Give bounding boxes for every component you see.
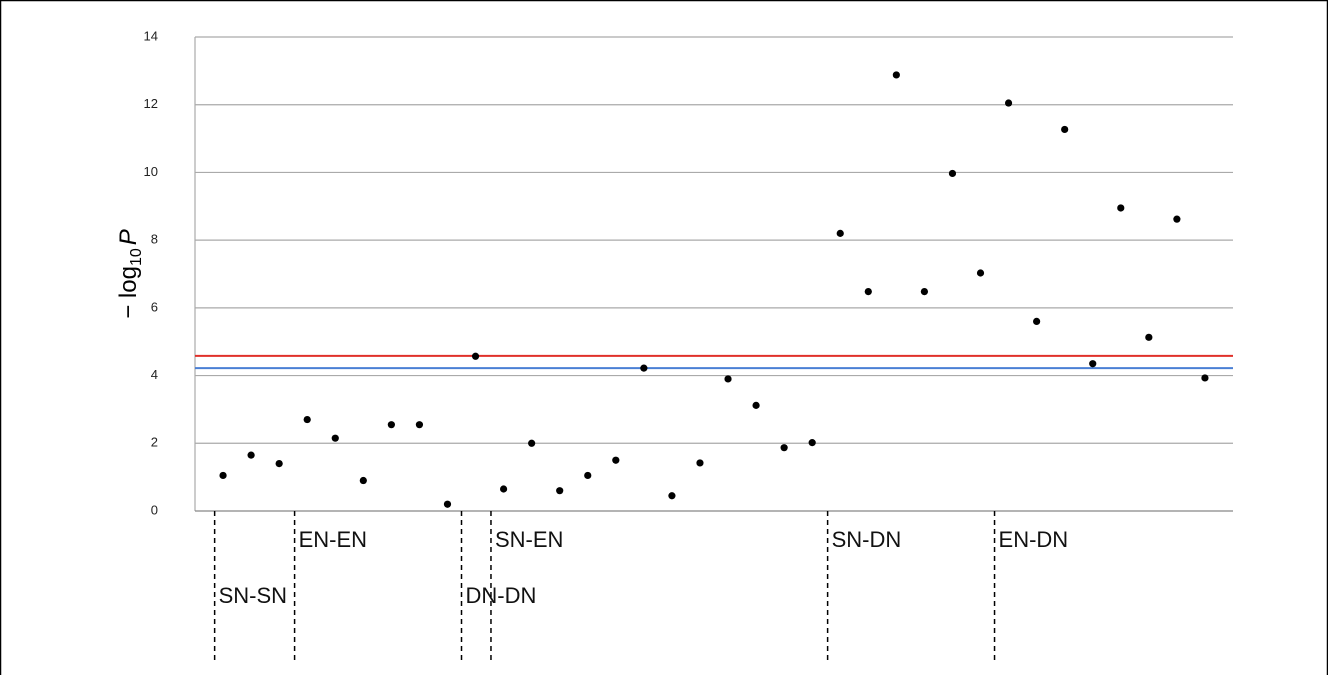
point: [443, 500, 452, 508]
y-tick-label: 8: [151, 232, 158, 247]
point: [1145, 333, 1153, 341]
point: [359, 476, 367, 485]
point: [808, 439, 816, 447]
point: [780, 444, 788, 452]
group-label: EN-DN: [999, 527, 1069, 552]
y-tick-label: 12: [144, 96, 158, 111]
point: [303, 415, 311, 424]
point: [1201, 374, 1209, 382]
point: [892, 71, 900, 79]
point: [1089, 360, 1097, 368]
point: [976, 269, 985, 277]
y-tick-label: 4: [151, 367, 158, 382]
point: [864, 288, 872, 296]
y-axis-label: − log10 P: [115, 229, 145, 319]
point: [247, 451, 255, 459]
point: [640, 364, 648, 372]
point: [752, 401, 760, 409]
point: [948, 169, 957, 178]
point: [668, 492, 676, 500]
point: [1117, 204, 1125, 212]
point: [387, 421, 395, 429]
point: [499, 485, 508, 493]
point: [1061, 125, 1069, 134]
point: [1173, 215, 1181, 223]
y-label-var: P: [115, 229, 142, 245]
point: [219, 471, 227, 480]
point: [556, 487, 564, 495]
y-tick-label: 0: [151, 502, 158, 517]
point: [415, 421, 424, 429]
point: [528, 439, 536, 447]
group-label: EN-EN: [299, 527, 367, 552]
point: [724, 375, 732, 383]
point: [696, 459, 704, 467]
point: [471, 352, 480, 360]
point: [1033, 317, 1041, 325]
y-tick-label: 6: [151, 299, 158, 314]
point: [584, 471, 592, 480]
group-label: SN-DN: [832, 527, 902, 552]
y-tick-label: 14: [144, 28, 158, 43]
y-label-sub: 10: [128, 248, 145, 266]
point: [920, 288, 929, 296]
point: [612, 456, 620, 464]
y-label-text: − log: [115, 266, 142, 319]
point: [275, 460, 283, 468]
y-tick-label: 2: [151, 435, 158, 450]
group-label: SN-SN: [219, 583, 287, 608]
point: [331, 434, 339, 442]
y-tick-label: 10: [144, 164, 158, 179]
point: [836, 229, 844, 237]
group-label: DN-DN: [466, 583, 537, 608]
group-label: SN-EN: [495, 527, 563, 552]
point: [1004, 99, 1013, 107]
